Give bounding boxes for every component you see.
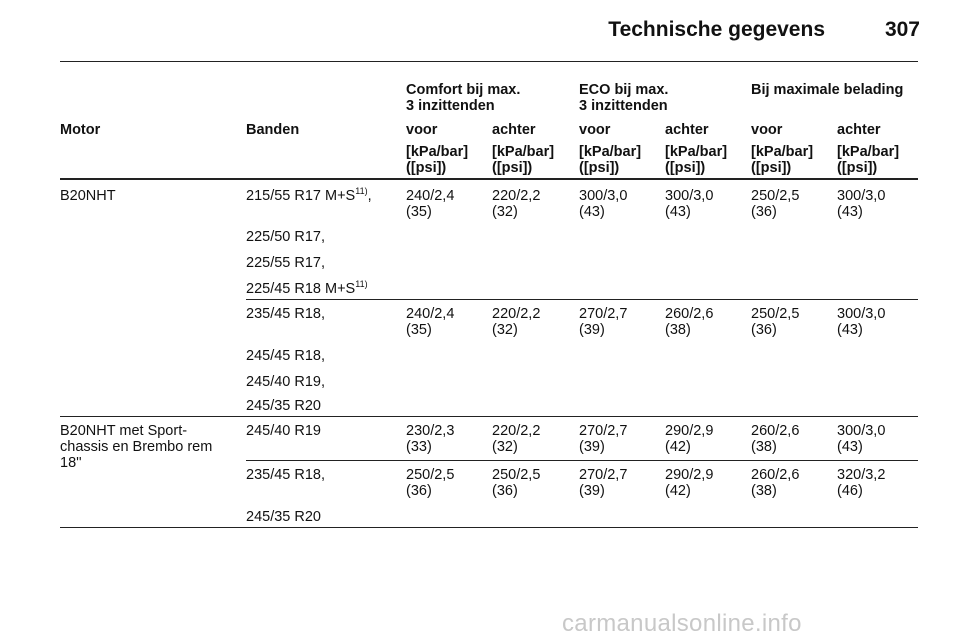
unit-header: [kPa/bar] ([psi]) <box>492 144 555 176</box>
pressure-cell: 250/2,5 (36) <box>492 467 541 499</box>
pressure-cell: 250/2,5 (36) <box>751 306 800 338</box>
pressure-cell: 220/2,2 (32) <box>492 423 541 455</box>
tyre-size: 215/55 R17 M+S11), <box>246 186 372 204</box>
tyre-size: 225/50 R17, <box>246 229 326 245</box>
col-eco-rear: achter <box>665 122 709 138</box>
pressure-cell: 300/3,0 (43) <box>837 423 886 455</box>
pressure-cell: 260/2,6 (38) <box>665 306 714 338</box>
col-eco-front: voor <box>579 122 611 138</box>
pressure-cell: 260/2,6 (38) <box>751 423 800 455</box>
unit-header: [kPa/bar] ([psi]) <box>406 144 469 176</box>
tyre-size: 245/40 R19, <box>246 374 326 390</box>
tyre-size: 235/45 R18, <box>246 306 326 322</box>
col-motor: Motor <box>60 122 101 138</box>
group-eco: ECO bij max. 3 inzittenden <box>579 82 669 114</box>
row-rule <box>60 416 918 417</box>
unit-header: [kPa/bar] ([psi]) <box>837 144 900 176</box>
motor-cell: B20NHT <box>60 188 116 204</box>
pressure-cell: 300/3,0 (43) <box>579 188 628 220</box>
col-comfort-front: voor <box>406 122 438 138</box>
page-title: Technische gegevens <box>608 18 825 41</box>
pressure-cell: 250/2,5 (36) <box>751 188 800 220</box>
pressure-cell: 270/2,7 (39) <box>579 306 628 338</box>
pressure-cell: 300/3,0 (43) <box>837 188 886 220</box>
col-max-rear: achter <box>837 122 881 138</box>
motor-cell: B20NHT met Sport-chassis en Brembo rem 18… <box>60 423 213 471</box>
pressure-cell: 260/2,6 (38) <box>751 467 800 499</box>
col-comfort-rear: achter <box>492 122 536 138</box>
pressure-cell: 240/2,4 (35) <box>406 188 455 220</box>
tyre-size: 245/40 R19 <box>246 423 321 439</box>
pressure-cell: 300/3,0 (43) <box>665 188 714 220</box>
col-tyres: Banden <box>246 122 300 138</box>
pressure-cell: 320/3,2 (46) <box>837 467 886 499</box>
pressure-cell: 290/2,9 (42) <box>665 467 714 499</box>
header-rule <box>60 61 918 62</box>
tyre-size: 245/45 R18, <box>246 348 326 364</box>
tyre-size: 225/45 R18 M+S11) <box>246 279 368 297</box>
pressure-cell: 270/2,7 (39) <box>579 423 628 455</box>
pressure-cell: 230/2,3 (33) <box>406 423 455 455</box>
pressure-cell: 290/2,9 (42) <box>665 423 714 455</box>
pressure-cell: 240/2,4 (35) <box>406 306 455 338</box>
row-rule <box>246 460 918 461</box>
unit-header: [kPa/bar] ([psi]) <box>665 144 728 176</box>
watermark: carmanualsonline.info <box>562 610 802 637</box>
tyre-size: 245/35 R20 <box>246 509 321 525</box>
col-max-front: voor <box>751 122 783 138</box>
table-bottom-rule <box>60 527 918 528</box>
page-number: 307 <box>884 18 920 41</box>
tyre-size: 225/55 R17, <box>246 255 326 271</box>
pressure-cell: 300/3,0 (43) <box>837 306 886 338</box>
pressure-cell: 220/2,2 (32) <box>492 188 541 220</box>
pressure-cell: 270/2,7 (39) <box>579 467 628 499</box>
group-comfort: Comfort bij max. 3 inzittenden <box>406 82 521 114</box>
unit-header: [kPa/bar] ([psi]) <box>579 144 642 176</box>
tyre-size: 245/35 R20 <box>246 398 321 414</box>
table-header-rule <box>60 178 918 180</box>
group-max-load: Bij maximale belading <box>751 82 904 98</box>
pressure-cell: 220/2,2 (32) <box>492 306 541 338</box>
tyre-size: 235/45 R18, <box>246 467 326 483</box>
unit-header: [kPa/bar] ([psi]) <box>751 144 814 176</box>
pressure-cell: 250/2,5 (36) <box>406 467 455 499</box>
row-rule <box>246 299 918 300</box>
